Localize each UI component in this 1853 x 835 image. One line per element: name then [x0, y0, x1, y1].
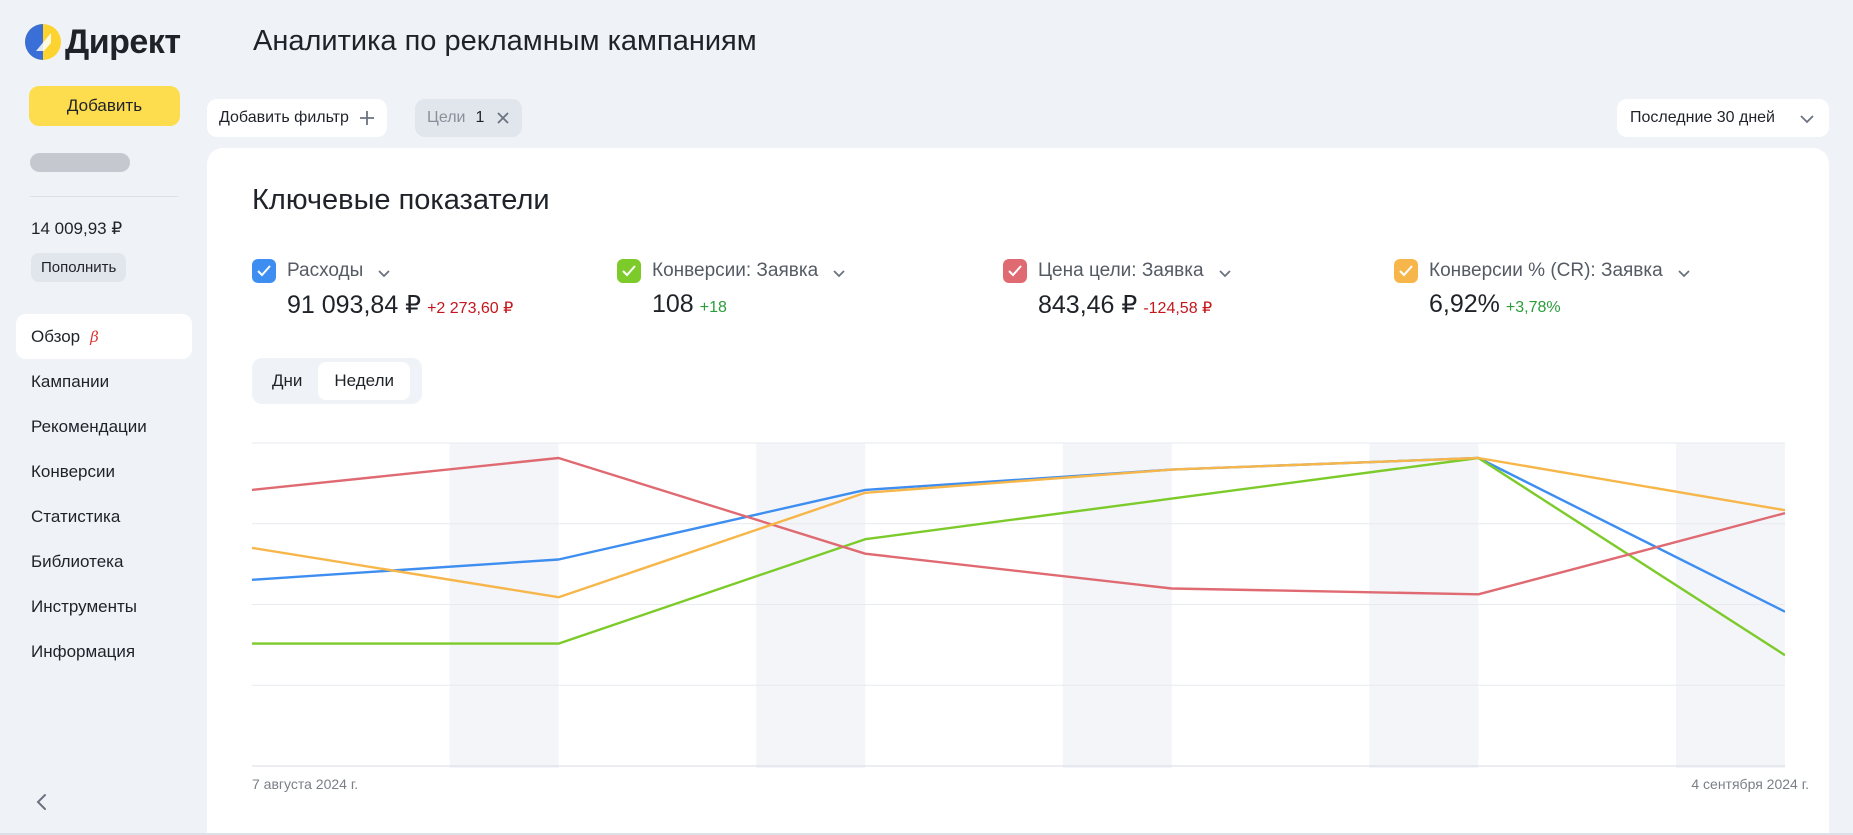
metric-value: 6,92%	[1429, 290, 1500, 318]
sidebar-item-label: Инструменты	[31, 596, 138, 616]
sidebar-item-overview[interactable]: Обзор β	[16, 314, 192, 359]
chip-label: Цели	[427, 109, 466, 126]
chevron-down-icon[interactable]	[1677, 266, 1691, 278]
checkbox-conversions[interactable]	[617, 259, 641, 283]
sidebar-item-label: Рекомендации	[31, 416, 147, 436]
period-label: Последние 30 дней	[1630, 109, 1775, 126]
metric-delta: +2 273,60 ₽	[427, 300, 514, 317]
metric-value: 843,46 ₽	[1038, 291, 1138, 319]
checkbox-spend[interactable]	[252, 259, 276, 283]
sidebar-item-info[interactable]: Информация	[16, 629, 192, 674]
key-metrics-card: Ключевые показатели Расходы 91 093,84 ₽ …	[207, 148, 1829, 835]
checkbox-goal-cost[interactable]	[1003, 259, 1027, 283]
metric-goal-cost: Цена цели: Заявка 843,46 ₽ -124,58 ₽	[1003, 258, 1232, 320]
logo[interactable]: Директ	[24, 20, 181, 64]
series-line-1	[252, 456, 1785, 657]
chevron-down-icon[interactable]	[1218, 266, 1232, 278]
page-title: Аналитика по рекламным кампаниям	[253, 25, 757, 57]
topup-button[interactable]: Пополнить	[31, 253, 127, 282]
metric-value: 91 093,84 ₽	[287, 291, 422, 319]
metric-conversions: Конверсии: Заявка 108 +18	[617, 258, 846, 319]
series-line-3	[252, 456, 1785, 599]
sidebar-item-label: Конверсии	[31, 461, 115, 481]
chip-count: 1	[475, 109, 485, 126]
sidebar-item-label: Обзор	[31, 326, 81, 346]
logo-text: Директ	[65, 22, 181, 61]
toggle-days[interactable]: Дни	[272, 371, 303, 390]
add-button[interactable]: Добавить	[29, 86, 180, 126]
sidebar-item-conversions[interactable]: Конверсии	[16, 449, 192, 494]
chevron-down-icon[interactable]	[377, 266, 391, 278]
x-axis-end-date: 4 сентября 2024 г.	[1691, 776, 1809, 792]
sidebar-item-label: Библиотека	[31, 551, 124, 571]
period-select[interactable]: Последние 30 дней	[1617, 99, 1829, 137]
metric-label: Конверсии % (CR): Заявка	[1429, 260, 1663, 281]
metric-label: Цена цели: Заявка	[1038, 260, 1204, 281]
metric-delta: +3,78%	[1505, 299, 1561, 316]
sidebar-item-library[interactable]: Библиотека	[16, 539, 192, 584]
add-filter-label: Добавить фильтр	[219, 109, 349, 126]
metric-delta: -124,58 ₽	[1143, 300, 1213, 317]
chevron-down-icon	[1799, 112, 1815, 124]
close-icon[interactable]	[496, 111, 510, 125]
metric-label: Конверсии: Заявка	[652, 260, 819, 281]
toggle-weeks[interactable]: Недели	[318, 362, 410, 400]
sidebar-item-campaigns[interactable]: Кампании	[16, 359, 192, 404]
sidebar: Директ Добавить 14 009,93 ₽ Пополнить Об…	[0, 0, 205, 835]
series-line-0	[252, 456, 1785, 613]
plus-icon	[359, 110, 375, 126]
add-filter-button[interactable]: Добавить фильтр	[207, 99, 387, 137]
sidebar-item-statistics[interactable]: Статистика	[16, 494, 192, 539]
sidebar-divider	[30, 196, 178, 197]
checkbox-cr[interactable]	[1394, 259, 1418, 283]
account-name-placeholder[interactable]	[30, 153, 130, 172]
chevron-down-icon[interactable]	[832, 266, 846, 278]
sidebar-item-label: Кампании	[31, 371, 110, 391]
x-axis-start-date: 7 августа 2024 г.	[252, 776, 359, 792]
metric-value: 108	[652, 290, 694, 318]
chevron-left-icon[interactable]	[32, 792, 52, 812]
bottom-border	[0, 833, 1853, 835]
sidebar-nav: Обзор β Кампании Рекомендации Конверсии …	[16, 314, 192, 674]
metric-delta: +18	[699, 299, 727, 316]
metric-cr: Конверсии % (CR): Заявка 6,92% +3,78%	[1394, 258, 1691, 319]
chart-band	[756, 443, 866, 768]
chart-band	[1062, 443, 1172, 768]
chart-band	[449, 443, 559, 768]
card-title: Ключевые показатели	[252, 184, 550, 216]
metrics-line-chart[interactable]	[252, 428, 1785, 768]
sidebar-item-recommendations[interactable]: Рекомендации	[16, 404, 192, 449]
metric-label: Расходы	[287, 260, 364, 281]
sidebar-item-tools[interactable]: Инструменты	[16, 584, 192, 629]
series-line-2	[252, 456, 1785, 596]
account-balance: 14 009,93 ₽	[31, 219, 123, 238]
granularity-toggle: Дни Недели	[252, 358, 422, 404]
metric-spend: Расходы 91 093,84 ₽ +2 273,60 ₽	[252, 258, 513, 320]
chart-band	[1676, 443, 1785, 768]
sidebar-item-label: Информация	[31, 641, 136, 661]
sidebar-item-label: Статистика	[31, 506, 121, 526]
yandex-direct-logo-icon	[24, 23, 62, 61]
beta-badge: β	[90, 327, 99, 346]
chart-band	[1369, 443, 1479, 768]
goals-filter-chip[interactable]: Цели 1	[415, 99, 523, 137]
